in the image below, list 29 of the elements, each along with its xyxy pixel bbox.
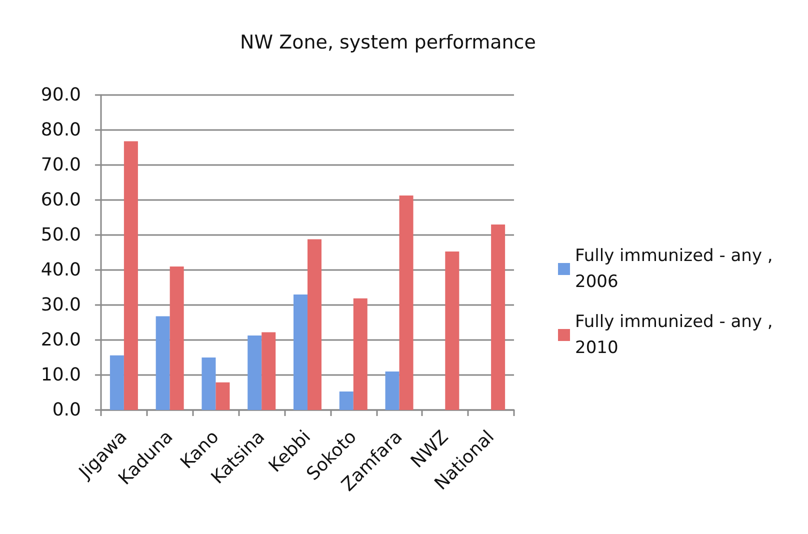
y-tick-label: 40.0 bbox=[40, 260, 81, 280]
y-tick-label: 10.0 bbox=[40, 364, 81, 386]
y-tick-label: 60.0 bbox=[40, 190, 81, 210]
y-tick-label: 70.0 bbox=[40, 154, 81, 176]
bar bbox=[294, 294, 308, 410]
chart-title: NW Zone, system performance bbox=[240, 32, 536, 54]
y-tick-label: 90.0 bbox=[40, 84, 81, 106]
bar bbox=[170, 266, 184, 410]
y-tick-label: 0.0 bbox=[52, 400, 81, 420]
bar bbox=[202, 358, 216, 410]
bar bbox=[385, 372, 400, 410]
bar bbox=[262, 332, 276, 410]
legend-label: Fully immunized - any , 2010 bbox=[575, 312, 773, 358]
bar bbox=[339, 391, 354, 410]
bar bbox=[491, 224, 506, 410]
y-tick-label: 20.0 bbox=[40, 330, 81, 350]
bar bbox=[248, 335, 262, 410]
bar bbox=[216, 382, 230, 410]
bar bbox=[445, 251, 460, 410]
y-tick-label: 30.0 bbox=[40, 294, 81, 316]
bar bbox=[110, 355, 124, 410]
y-tick-label: 50.0 bbox=[40, 224, 81, 246]
bar bbox=[308, 239, 322, 410]
y-tick-label: 80.0 bbox=[40, 120, 81, 140]
bar bbox=[353, 298, 368, 410]
bar bbox=[156, 316, 170, 410]
legend-label: Fully immunized - any , 2006 bbox=[575, 246, 773, 292]
bar bbox=[124, 141, 138, 410]
bar bbox=[399, 195, 414, 410]
